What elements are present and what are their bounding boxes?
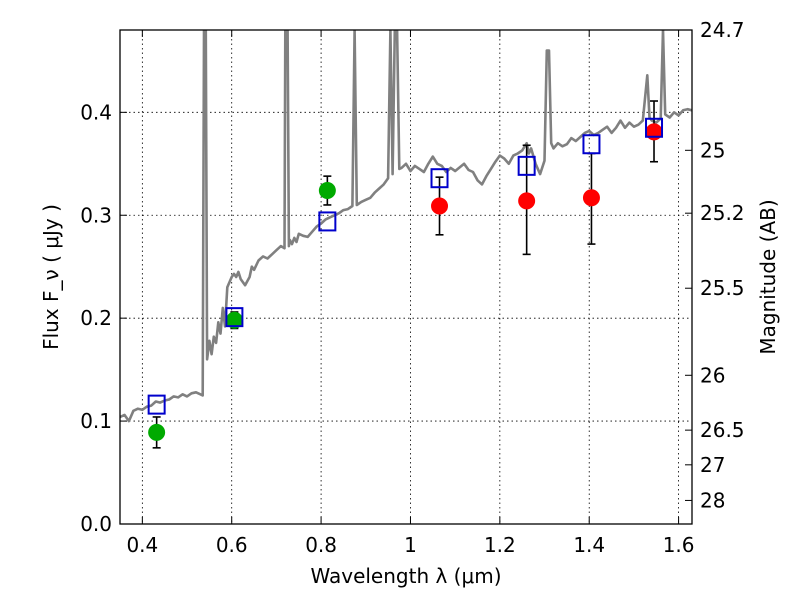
photometry-point: [148, 423, 166, 441]
photometry-point: [582, 189, 600, 207]
y-tick-label: 0.4: [80, 100, 112, 124]
y-tick-label: 0.0: [80, 512, 112, 536]
photometry-point: [431, 197, 449, 215]
right-axis-tick-label: 26: [700, 363, 725, 387]
y-axis-label: Flux F_ν ( μJy ): [39, 204, 63, 350]
x-tick-label: 1.4: [573, 533, 605, 557]
right-axis-tick-label: 26.5: [700, 418, 745, 442]
x-tick-label: 0.8: [305, 533, 337, 557]
photometry-point: [518, 192, 536, 210]
model-flux-square: [430, 168, 449, 189]
right-axis-tick-label: 24.7: [700, 18, 745, 42]
x-tick-label: 1.6: [663, 533, 695, 557]
axis-ticks: [120, 29, 692, 525]
spectrum-line: [120, 30, 692, 423]
plot-frame: [119, 29, 693, 525]
model-flux-square: [582, 134, 601, 155]
y-tick-label: 0.2: [80, 306, 112, 330]
right-axis-tick-label: 25: [700, 138, 725, 162]
model-flux-square: [147, 394, 166, 415]
right-axis-tick-label: 28: [700, 488, 725, 512]
y-tick-label: 0.1: [80, 409, 112, 433]
right-axis-label: Magnitude (AB): [756, 199, 780, 354]
tick-labels: 0.4 0.6 0.8 1 1.2 1.4 1.6 0.0 0.1 0.2 0.3 0.4 24.7 25…: [80, 18, 744, 557]
right-axis-tick-label: 27: [700, 453, 725, 477]
model-flux-square: [645, 117, 664, 138]
photometry-point: [318, 182, 336, 200]
right-axis-tick-label: 25.5: [700, 276, 745, 300]
model-flux-square: [318, 211, 337, 232]
model-spectrum: [120, 30, 692, 423]
y-tick-label: 0.3: [80, 203, 112, 227]
x-tick-label: 0.4: [126, 533, 158, 557]
x-tick-label: 0.6: [216, 533, 248, 557]
model-flux-square: [225, 307, 244, 328]
x-axis-label: Wavelength λ (μm): [310, 564, 501, 588]
right-axis-tick-label: 25.2: [700, 201, 745, 225]
x-tick-label: 1: [404, 533, 417, 557]
data-points: [147, 100, 664, 449]
model-flux-square: [517, 155, 536, 176]
x-tick-label: 1.2: [484, 533, 516, 557]
